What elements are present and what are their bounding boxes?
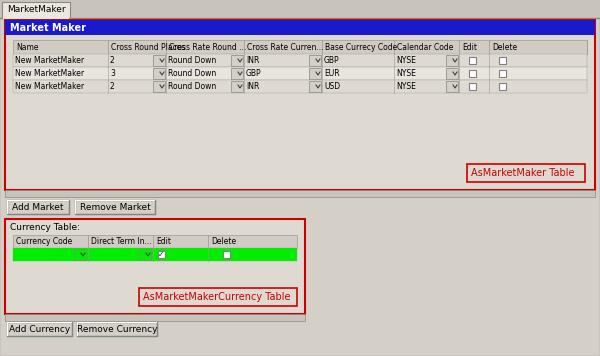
- Text: INR: INR: [246, 82, 259, 91]
- Bar: [13, 235, 297, 248]
- Bar: [469, 83, 476, 90]
- Bar: [13, 248, 297, 261]
- Text: Delete: Delete: [211, 237, 236, 246]
- Text: ✓: ✓: [158, 250, 164, 259]
- Text: Add Currency: Add Currency: [9, 325, 70, 334]
- Text: Direct Term In...: Direct Term In...: [91, 237, 152, 246]
- Text: Currency Table:: Currency Table:: [10, 223, 80, 232]
- Bar: [5, 190, 595, 197]
- Bar: [231, 68, 243, 79]
- Bar: [153, 81, 165, 92]
- Text: Currency Code: Currency Code: [16, 237, 72, 246]
- Text: Edit: Edit: [156, 237, 171, 246]
- Text: Add Market: Add Market: [12, 203, 64, 212]
- Text: USD: USD: [324, 82, 340, 91]
- Bar: [231, 55, 243, 66]
- Bar: [153, 55, 165, 66]
- Bar: [139, 249, 151, 260]
- Bar: [5, 219, 305, 314]
- Text: Market Maker: Market Maker: [10, 23, 86, 33]
- Bar: [499, 83, 506, 90]
- Bar: [469, 57, 476, 64]
- Text: Cross Rate Curren...: Cross Rate Curren...: [247, 43, 323, 52]
- Bar: [446, 68, 458, 79]
- Text: GBP: GBP: [246, 69, 262, 78]
- Text: New MarketMaker: New MarketMaker: [15, 56, 84, 65]
- Bar: [139, 288, 297, 306]
- Bar: [231, 81, 243, 92]
- Bar: [446, 55, 458, 66]
- Bar: [88, 248, 151, 261]
- Bar: [309, 55, 321, 66]
- Text: Round Down: Round Down: [168, 56, 216, 65]
- Bar: [5, 20, 595, 35]
- Bar: [309, 81, 321, 92]
- Bar: [13, 40, 587, 54]
- Bar: [5, 314, 305, 321]
- Bar: [446, 81, 458, 92]
- Text: NYSE: NYSE: [396, 56, 416, 65]
- Bar: [499, 70, 506, 77]
- Text: Name: Name: [16, 43, 38, 52]
- Text: Base Currecy Code: Base Currecy Code: [325, 43, 397, 52]
- Text: MarketMaker: MarketMaker: [7, 5, 65, 14]
- Text: AsMarketMakerCurrency Table: AsMarketMakerCurrency Table: [143, 292, 290, 302]
- Bar: [3, 17, 69, 19]
- Text: New MarketMaker: New MarketMaker: [15, 82, 84, 91]
- Bar: [0, 0, 600, 18]
- Text: GBP: GBP: [324, 56, 340, 65]
- Bar: [13, 54, 587, 67]
- Bar: [309, 68, 321, 79]
- Bar: [7, 200, 69, 214]
- Text: Calendar Code: Calendar Code: [397, 43, 454, 52]
- Bar: [2, 2, 70, 18]
- Text: 2: 2: [110, 56, 115, 65]
- Text: Round Down: Round Down: [168, 82, 216, 91]
- Bar: [469, 70, 476, 77]
- Text: EUR: EUR: [324, 69, 340, 78]
- Bar: [158, 251, 165, 258]
- Bar: [467, 164, 585, 182]
- Text: Round Down: Round Down: [168, 69, 216, 78]
- Bar: [153, 68, 165, 79]
- Bar: [77, 322, 157, 336]
- Text: Cross Rate Round ...: Cross Rate Round ...: [169, 43, 246, 52]
- Text: Cross Round Places: Cross Round Places: [111, 43, 185, 52]
- Bar: [499, 57, 506, 64]
- Text: New MarketMaker: New MarketMaker: [15, 69, 84, 78]
- Text: 3: 3: [110, 69, 115, 78]
- Text: NYSE: NYSE: [396, 82, 416, 91]
- Text: Delete: Delete: [492, 43, 517, 52]
- Bar: [13, 80, 587, 93]
- Text: 2: 2: [110, 82, 115, 91]
- Bar: [13, 67, 587, 80]
- Text: Remove Market: Remove Market: [80, 203, 151, 212]
- Bar: [13, 248, 86, 261]
- Text: Remove Currency: Remove Currency: [77, 325, 157, 334]
- Bar: [223, 251, 230, 258]
- Text: NYSE: NYSE: [396, 69, 416, 78]
- Text: AsMarketMaker Table: AsMarketMaker Table: [471, 168, 575, 178]
- Bar: [74, 249, 86, 260]
- Bar: [5, 20, 595, 190]
- Text: Edit: Edit: [462, 43, 477, 52]
- Bar: [75, 200, 155, 214]
- Bar: [7, 322, 72, 336]
- Text: INR: INR: [246, 56, 259, 65]
